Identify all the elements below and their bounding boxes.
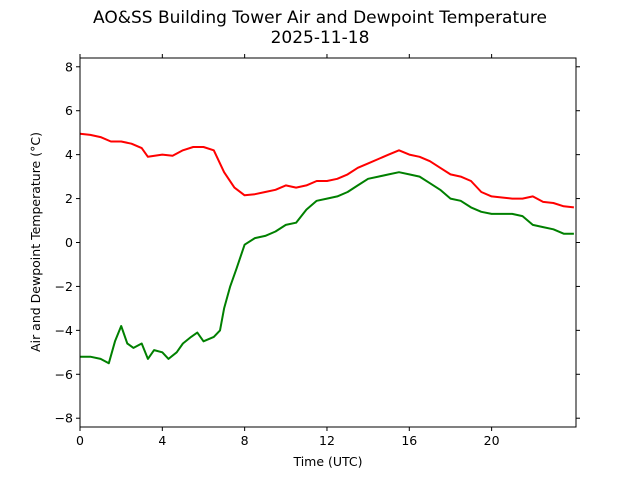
x-tick-label: 20 bbox=[484, 433, 500, 448]
x-tick-label: 0 bbox=[76, 433, 84, 448]
series-line-0 bbox=[79, 132, 575, 209]
series-layer bbox=[79, 132, 575, 365]
chart-title: AO&SS Building Tower Air and Dewpoint Te… bbox=[92, 8, 547, 28]
tick-layer: 0 4 8 12 16 20 −8 −6 −4 −2 0 2 4 6 8 bbox=[55, 54, 580, 448]
y-tick-label: 6 bbox=[65, 103, 73, 118]
x-tick-label: 4 bbox=[158, 433, 166, 448]
y-tick-label: 4 bbox=[65, 147, 73, 162]
y-tick-label: 8 bbox=[65, 59, 73, 74]
chart-subtitle: 2025-11-18 bbox=[270, 28, 370, 48]
y-tick-label: 2 bbox=[65, 191, 73, 206]
y-tick-label: −2 bbox=[55, 279, 73, 294]
x-tick-label: 8 bbox=[241, 433, 249, 448]
y-tick-label: −6 bbox=[55, 367, 73, 382]
x-tick-label: 16 bbox=[401, 433, 417, 448]
chart-title-block: AO&SS Building Tower Air and Dewpoint Te… bbox=[0, 8, 640, 48]
y-tick-label: 0 bbox=[65, 235, 73, 250]
y-axis-label: Air and Dewpoint Temperature (°C) bbox=[28, 132, 43, 352]
series-line-1 bbox=[80, 171, 574, 365]
x-axis-label: Time (UTC) bbox=[292, 454, 362, 469]
x-tick-label: 12 bbox=[319, 433, 335, 448]
y-tick-label: −8 bbox=[55, 411, 73, 426]
plot-frame bbox=[79, 57, 577, 428]
y-tick-label: −4 bbox=[55, 323, 73, 338]
